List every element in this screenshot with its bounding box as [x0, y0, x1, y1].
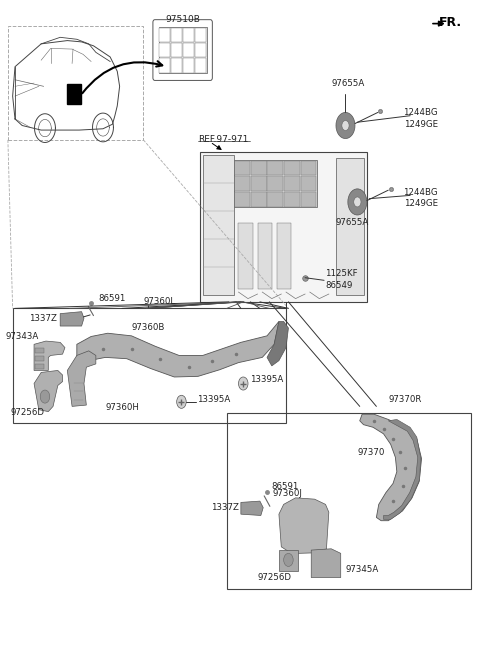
Circle shape — [177, 396, 186, 408]
Polygon shape — [279, 550, 298, 571]
Text: REF.97-971: REF.97-971 — [198, 134, 249, 144]
Text: 13395A: 13395A — [197, 395, 230, 403]
Polygon shape — [384, 419, 420, 520]
Bar — [8, 26, 144, 140]
Polygon shape — [36, 364, 44, 369]
Text: 1337Z: 1337Z — [211, 503, 239, 512]
Bar — [234, 161, 250, 175]
Polygon shape — [36, 348, 44, 354]
FancyBboxPatch shape — [201, 152, 367, 302]
Bar — [234, 192, 250, 207]
Bar — [251, 192, 266, 207]
Circle shape — [348, 189, 367, 215]
Bar — [183, 28, 194, 42]
Bar — [251, 176, 266, 191]
Bar — [301, 176, 316, 191]
Text: 13395A: 13395A — [250, 375, 283, 384]
Text: 1244BG: 1244BG — [403, 108, 438, 117]
Text: 1125KF: 1125KF — [325, 269, 358, 278]
Bar — [195, 43, 206, 57]
Bar — [336, 158, 364, 295]
Bar — [183, 58, 194, 73]
Text: 97343A: 97343A — [6, 332, 39, 341]
Text: 97345A: 97345A — [346, 565, 379, 574]
Bar — [171, 43, 182, 57]
Circle shape — [239, 377, 248, 390]
Bar — [301, 192, 316, 207]
Circle shape — [354, 197, 361, 207]
Bar — [158, 27, 206, 73]
Text: 1244BG: 1244BG — [403, 188, 438, 197]
Bar — [159, 43, 170, 57]
Bar — [267, 161, 283, 175]
Bar — [276, 224, 291, 289]
Bar — [67, 85, 81, 104]
Text: 97360J: 97360J — [273, 489, 302, 498]
Polygon shape — [360, 414, 421, 521]
Polygon shape — [77, 321, 279, 377]
Circle shape — [336, 112, 355, 138]
Text: 97360L: 97360L — [144, 297, 176, 306]
Bar — [267, 176, 283, 191]
Text: 97510B: 97510B — [166, 15, 200, 24]
Bar — [171, 58, 182, 73]
Polygon shape — [311, 549, 341, 577]
Circle shape — [40, 390, 50, 403]
Bar — [159, 28, 170, 42]
Text: 1249GE: 1249GE — [404, 199, 438, 209]
Text: 97370: 97370 — [358, 447, 385, 457]
Text: 97256D: 97256D — [11, 409, 45, 417]
Text: 1249GE: 1249GE — [404, 119, 438, 129]
Bar — [195, 28, 206, 42]
Bar — [227, 413, 471, 589]
Text: 86591: 86591 — [272, 482, 299, 491]
Text: 97256D: 97256D — [257, 573, 291, 582]
Text: 86549: 86549 — [325, 281, 352, 290]
Bar — [203, 155, 234, 295]
Polygon shape — [36, 356, 44, 361]
Bar — [251, 161, 266, 175]
Bar — [234, 176, 250, 191]
Text: 97360B: 97360B — [132, 323, 165, 333]
Circle shape — [284, 554, 293, 566]
Text: 97370R: 97370R — [388, 396, 421, 404]
Bar — [171, 28, 182, 42]
Bar — [284, 192, 300, 207]
Polygon shape — [279, 498, 329, 554]
Polygon shape — [34, 371, 62, 411]
Text: 1337Z: 1337Z — [29, 314, 57, 323]
Text: 86591: 86591 — [98, 294, 126, 303]
Circle shape — [342, 121, 349, 131]
Text: 97360H: 97360H — [106, 403, 139, 412]
Text: 97655A: 97655A — [331, 79, 364, 88]
Bar — [257, 224, 272, 289]
Bar — [234, 160, 317, 207]
Bar — [12, 308, 286, 422]
Text: 97655A: 97655A — [336, 218, 369, 228]
Text: FR.: FR. — [439, 16, 462, 29]
Bar — [195, 58, 206, 73]
Bar — [301, 161, 316, 175]
Bar — [239, 224, 253, 289]
Bar — [284, 176, 300, 191]
Bar — [267, 192, 283, 207]
FancyBboxPatch shape — [153, 20, 212, 81]
Bar — [183, 43, 194, 57]
Polygon shape — [60, 312, 84, 326]
Polygon shape — [267, 321, 288, 366]
Polygon shape — [241, 501, 263, 516]
Polygon shape — [34, 341, 65, 371]
Bar — [159, 58, 170, 73]
Bar — [284, 161, 300, 175]
Polygon shape — [67, 351, 96, 406]
